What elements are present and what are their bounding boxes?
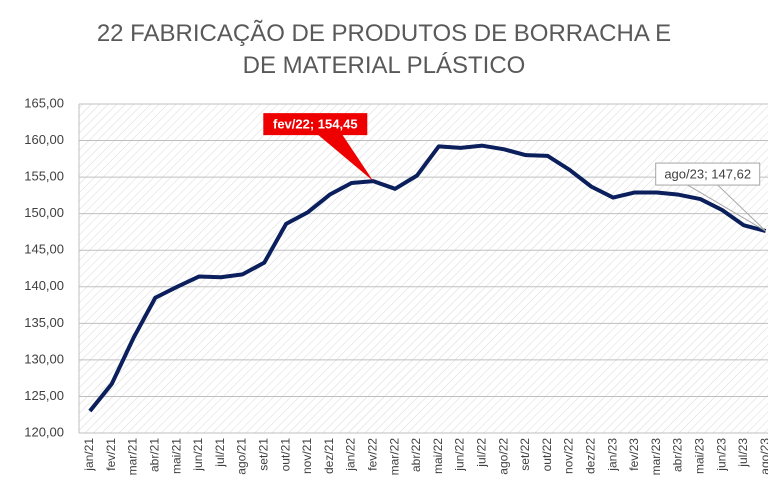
x-tick-label: nov/22 (562, 438, 576, 474)
x-tick-label: out/22 (540, 438, 554, 472)
plot-area (79, 104, 768, 433)
x-tick-label: dez/22 (583, 438, 597, 474)
x-tick-label: out/21 (278, 438, 292, 472)
y-tick-label: 165,00 (24, 95, 64, 110)
callout-box (263, 113, 368, 136)
x-tick-label: fev/23 (627, 438, 641, 471)
x-tick-label: mai/22 (431, 438, 445, 474)
x-tick-label: jun/23 (714, 438, 728, 472)
x-tick-label: set/21 (256, 438, 270, 471)
x-tick-label: jan/23 (605, 438, 619, 472)
x-tick-label: dez/21 (322, 438, 336, 474)
callout-line (687, 184, 766, 232)
x-tick-label: mar/22 (387, 438, 401, 476)
y-tick-label: 150,00 (24, 205, 64, 220)
x-tick-label: nov/21 (300, 438, 314, 474)
x-tick-label: set/22 (518, 438, 532, 471)
x-tick-label: mar/23 (649, 438, 663, 476)
y-tick-label: 160,00 (24, 132, 64, 147)
y-tick-label: 145,00 (24, 242, 64, 257)
y-tick-label: 140,00 (24, 278, 64, 293)
x-tick-label: abr/22 (409, 438, 423, 472)
callout-line (717, 184, 767, 232)
chart-title: 22 FABRICAÇÃO DE PRODUTOS DE BORRACHA E … (96, 20, 672, 79)
x-tick-label: jun/21 (191, 438, 205, 472)
x-tick-label: ago/22 (496, 438, 510, 475)
y-tick-label: 130,00 (24, 351, 64, 366)
x-tick-label: jan/21 (82, 438, 96, 472)
x-tick-label: ago/23 (758, 438, 768, 475)
y-tick-label: 135,00 (24, 315, 64, 330)
x-tick-label: abr/23 (671, 438, 685, 472)
x-tick-label: mai/23 (692, 438, 706, 474)
callout-pointer (305, 124, 374, 182)
x-tick-label: fev/22 (365, 438, 379, 471)
x-tick-label: jul/21 (213, 438, 227, 468)
y-tick-label: 155,00 (24, 169, 64, 184)
x-tick-label: abr/21 (147, 438, 161, 472)
x-tick-label: jan/22 (344, 438, 358, 472)
x-tick-label: ago/21 (235, 438, 249, 475)
x-tick-label: jun/22 (453, 438, 467, 472)
data-label: fev/22; 154,45 (273, 117, 358, 132)
x-tick-label: mai/21 (169, 438, 183, 474)
x-tick-label: mar/21 (126, 438, 140, 476)
data-line (88, 143, 767, 413)
x-tick-label: jul/23 (736, 438, 750, 468)
y-tick-label: 120,00 (24, 424, 64, 439)
x-tick-label: jul/22 (474, 438, 488, 468)
y-tick-label: 125,00 (24, 388, 64, 403)
data-label: ago/23; 147,62 (664, 167, 751, 182)
x-tick-label: fev/21 (104, 438, 118, 471)
callout-box (655, 162, 761, 186)
